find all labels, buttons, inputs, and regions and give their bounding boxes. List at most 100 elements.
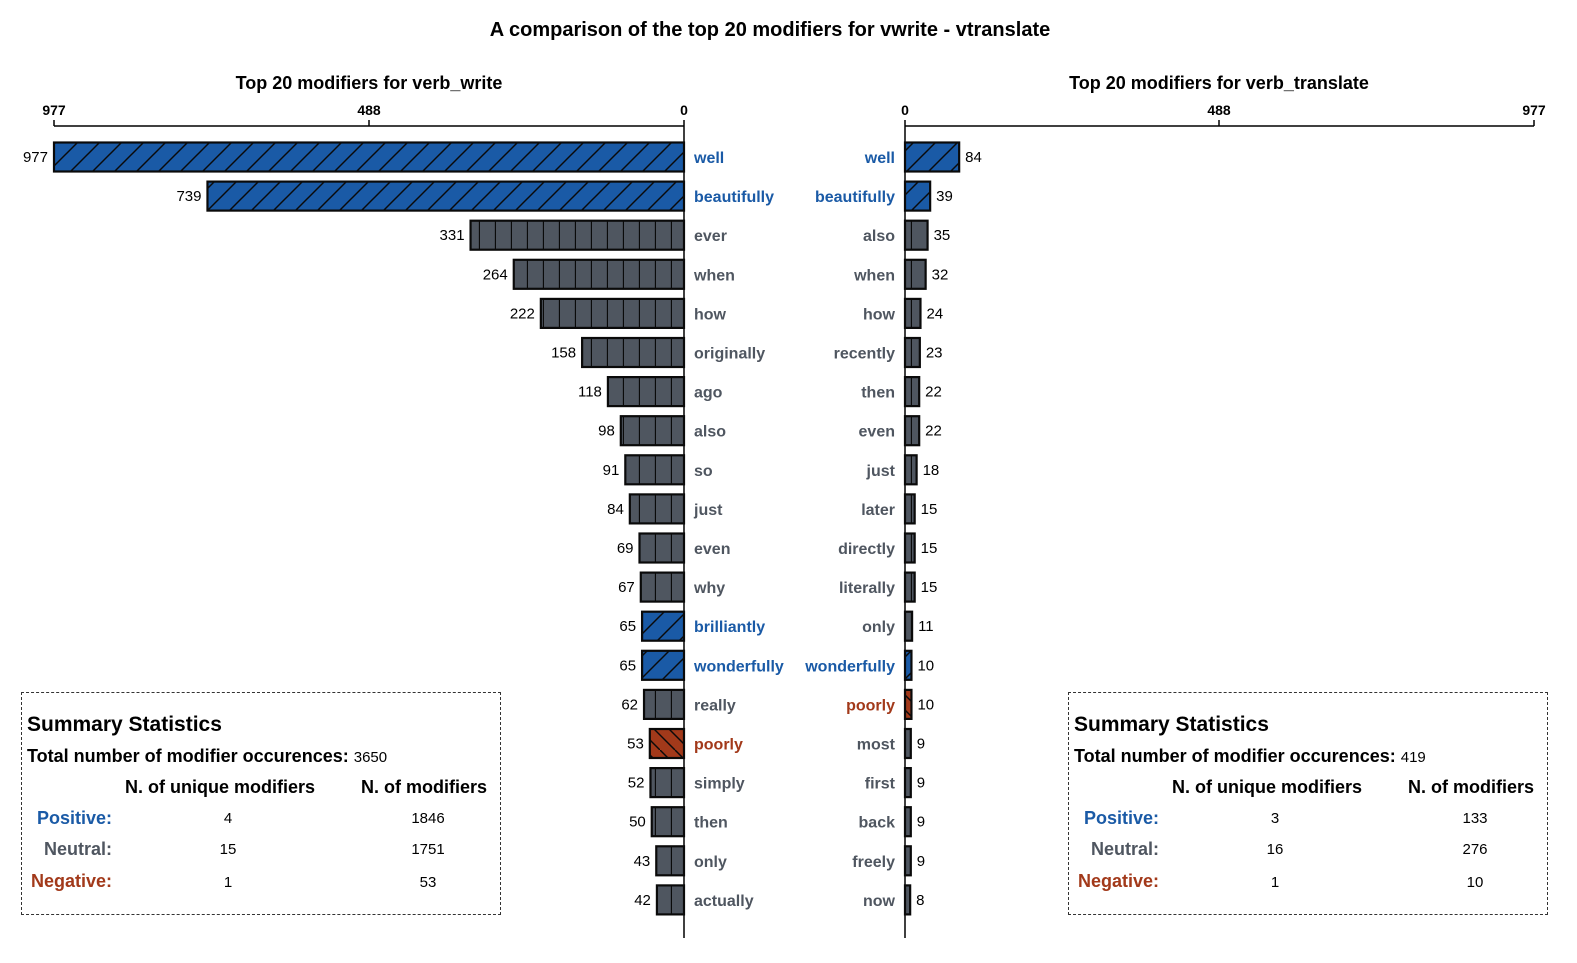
right-bar-directly [903,532,916,564]
left-category-label: well [693,150,724,167]
left-value-label: 739 [176,188,201,205]
right-row-positive-count: 133 [1462,810,1488,827]
right-value-label: 9 [917,853,925,870]
left-value-label: 50 [629,814,646,831]
right-category-label: how [863,306,896,323]
left-row-neutral-count: 1751 [411,841,445,858]
left-bar-hatch [606,376,686,408]
left-row-negative-unique: 1 [223,874,233,891]
left-bar-well [52,141,686,173]
right-value-label: 11 [918,618,934,635]
left-category-label: how [694,306,727,323]
right-bar-even [903,415,921,447]
left-bar-hatch [639,571,686,603]
right-bar-hatch [903,336,921,369]
left-bar-originally [581,336,686,369]
right-row-neutral-label: Neutral: [1090,839,1159,859]
left-bar-hatch [512,258,686,290]
left-bar-hatch [640,649,686,681]
left-bar-just [628,493,686,525]
right-bar-first [903,766,912,799]
left-value-label: 98 [598,423,615,440]
left-category-label: brilliantly [694,619,765,636]
right-bar-hatch [903,766,912,799]
left-bar-hatch [655,845,686,877]
left-bar-hatch [581,336,686,369]
right-bar-hatch [903,493,916,525]
left-bar-even [638,532,686,564]
left-summary-total: Total number of modifier occurences: 365… [27,746,387,767]
left-category-label: just [693,502,723,519]
left-bar-hatch [539,297,686,329]
left-bar-only [655,845,686,877]
right-category-label: first [865,776,896,793]
right-category-label: beautifully [815,189,895,206]
left-bar-hatch [628,493,686,525]
left-bar-hatch [655,884,686,916]
left-summary-total-label: Total number of modifier occurences: [27,746,349,766]
right-category-label: even [859,424,895,441]
left-bar-hatch [619,415,686,447]
left-bar-when [512,258,686,290]
left-bar-brilliantly [640,610,686,642]
right-xtick-0: 0 [901,102,909,118]
left-value-label: 65 [619,618,636,635]
right-bar-hatch [903,688,913,721]
right-bar-well [903,141,961,173]
right-bar-hatch [903,454,918,486]
left-xtick-977: 977 [42,102,66,118]
left-value-label: 91 [603,462,620,479]
right-value-label: 9 [917,736,925,753]
right-bar-hatch [903,219,929,251]
left-bar-actually [655,884,686,916]
left-value-label: 69 [617,540,634,557]
left-value-label: 52 [628,775,645,792]
right-bar-hatch [903,297,922,329]
left-category-label: when [693,267,735,284]
right-row-neutral-count: 276 [1462,841,1488,858]
right-category-label: literally [839,580,895,597]
left-summary-box: Summary Statistics Total number of modif… [21,692,501,915]
right-bars: 84 well 39 beautifully 35 also 32 when 24 how 23 re… [804,141,982,916]
left-bar-really [642,688,686,721]
left-row-negative-label: Negative: [30,871,112,891]
right-xtick-488: 488 [1207,102,1231,118]
left-value-label: 62 [621,696,638,713]
left-bar-hatch [640,610,686,642]
right-category-label: later [861,502,895,519]
left-bar-hatch [638,532,686,564]
right-value-label: 23 [926,345,943,362]
left-category-label: ago [694,385,723,402]
right-value-label: 35 [934,227,951,244]
right-bar-hatch [903,727,912,760]
right-bar-then [903,376,921,408]
right-value-label: 15 [921,540,938,557]
right-bar-only [903,610,914,642]
left-bar-poorly [648,727,686,760]
left-bar-why [639,571,686,603]
right-category-label: then [861,385,895,402]
right-row-neutral-unique: 16 [1266,841,1284,858]
left-row-positive-label: Positive: [36,808,112,828]
left-row-neutral-label: Neutral: [43,839,112,859]
left-value-label: 222 [510,305,535,322]
right-value-label: 39 [936,188,953,205]
right-category-label: only [862,619,895,636]
right-bar-hatch [903,532,916,564]
right-bar-freely [903,845,912,877]
left-value-label: 42 [634,892,651,909]
left-bar-hatch [648,727,686,760]
left-bar-hatch [206,180,686,212]
left-category-label: beautifully [694,189,774,206]
right-value-label: 10 [917,696,934,713]
right-bar-hatch [903,258,927,290]
left-col-unique-header: N. of unique modifiers [125,777,316,797]
right-value-label: 8 [916,892,924,909]
left-category-label: only [694,854,727,871]
left-panel-title: Top 20 modifiers for verb_write [236,73,503,93]
right-col-count-header: N. of modifiers [1408,777,1535,797]
left-category-label: so [694,463,713,480]
left-value-label: 158 [551,345,576,362]
left-value-label: 977 [23,149,48,166]
right-value-label: 10 [917,657,934,674]
